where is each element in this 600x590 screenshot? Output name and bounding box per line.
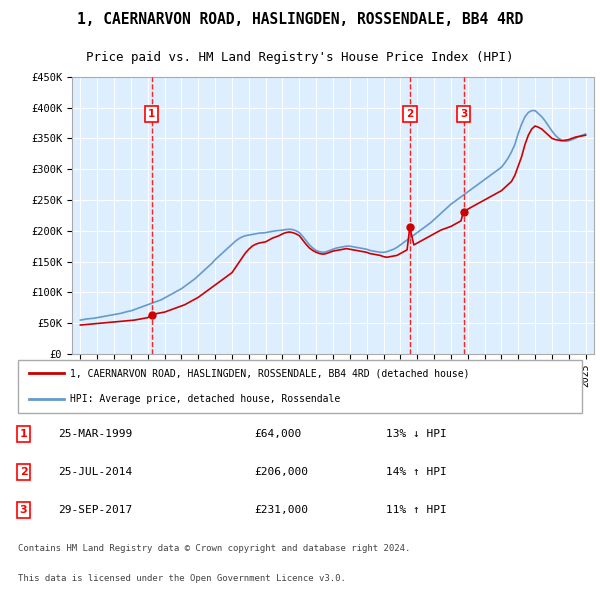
Text: £64,000: £64,000 bbox=[254, 430, 301, 439]
Text: This data is licensed under the Open Government Licence v3.0.: This data is licensed under the Open Gov… bbox=[18, 573, 346, 583]
Text: 1, CAERNARVON ROAD, HASLINGDEN, ROSSENDALE, BB4 4RD (detached house): 1, CAERNARVON ROAD, HASLINGDEN, ROSSENDA… bbox=[70, 369, 469, 378]
Text: 14% ↑ HPI: 14% ↑ HPI bbox=[386, 467, 447, 477]
Text: Price paid vs. HM Land Registry's House Price Index (HPI): Price paid vs. HM Land Registry's House … bbox=[86, 51, 514, 64]
Text: 1: 1 bbox=[20, 430, 28, 439]
Text: £231,000: £231,000 bbox=[254, 505, 308, 514]
Text: 2: 2 bbox=[20, 467, 28, 477]
Text: 3: 3 bbox=[460, 109, 467, 119]
Text: 25-JUL-2014: 25-JUL-2014 bbox=[58, 467, 133, 477]
Text: 13% ↓ HPI: 13% ↓ HPI bbox=[386, 430, 447, 439]
Text: 1: 1 bbox=[148, 109, 155, 119]
Text: 25-MAR-1999: 25-MAR-1999 bbox=[58, 430, 133, 439]
FancyBboxPatch shape bbox=[18, 360, 582, 413]
Text: £206,000: £206,000 bbox=[254, 467, 308, 477]
Text: 3: 3 bbox=[20, 505, 28, 514]
Text: 11% ↑ HPI: 11% ↑ HPI bbox=[386, 505, 447, 514]
Text: 1, CAERNARVON ROAD, HASLINGDEN, ROSSENDALE, BB4 4RD: 1, CAERNARVON ROAD, HASLINGDEN, ROSSENDA… bbox=[77, 12, 523, 27]
Text: 2: 2 bbox=[406, 109, 413, 119]
Text: 29-SEP-2017: 29-SEP-2017 bbox=[58, 505, 133, 514]
Text: Contains HM Land Registry data © Crown copyright and database right 2024.: Contains HM Land Registry data © Crown c… bbox=[18, 544, 410, 553]
Text: HPI: Average price, detached house, Rossendale: HPI: Average price, detached house, Ross… bbox=[70, 395, 340, 404]
